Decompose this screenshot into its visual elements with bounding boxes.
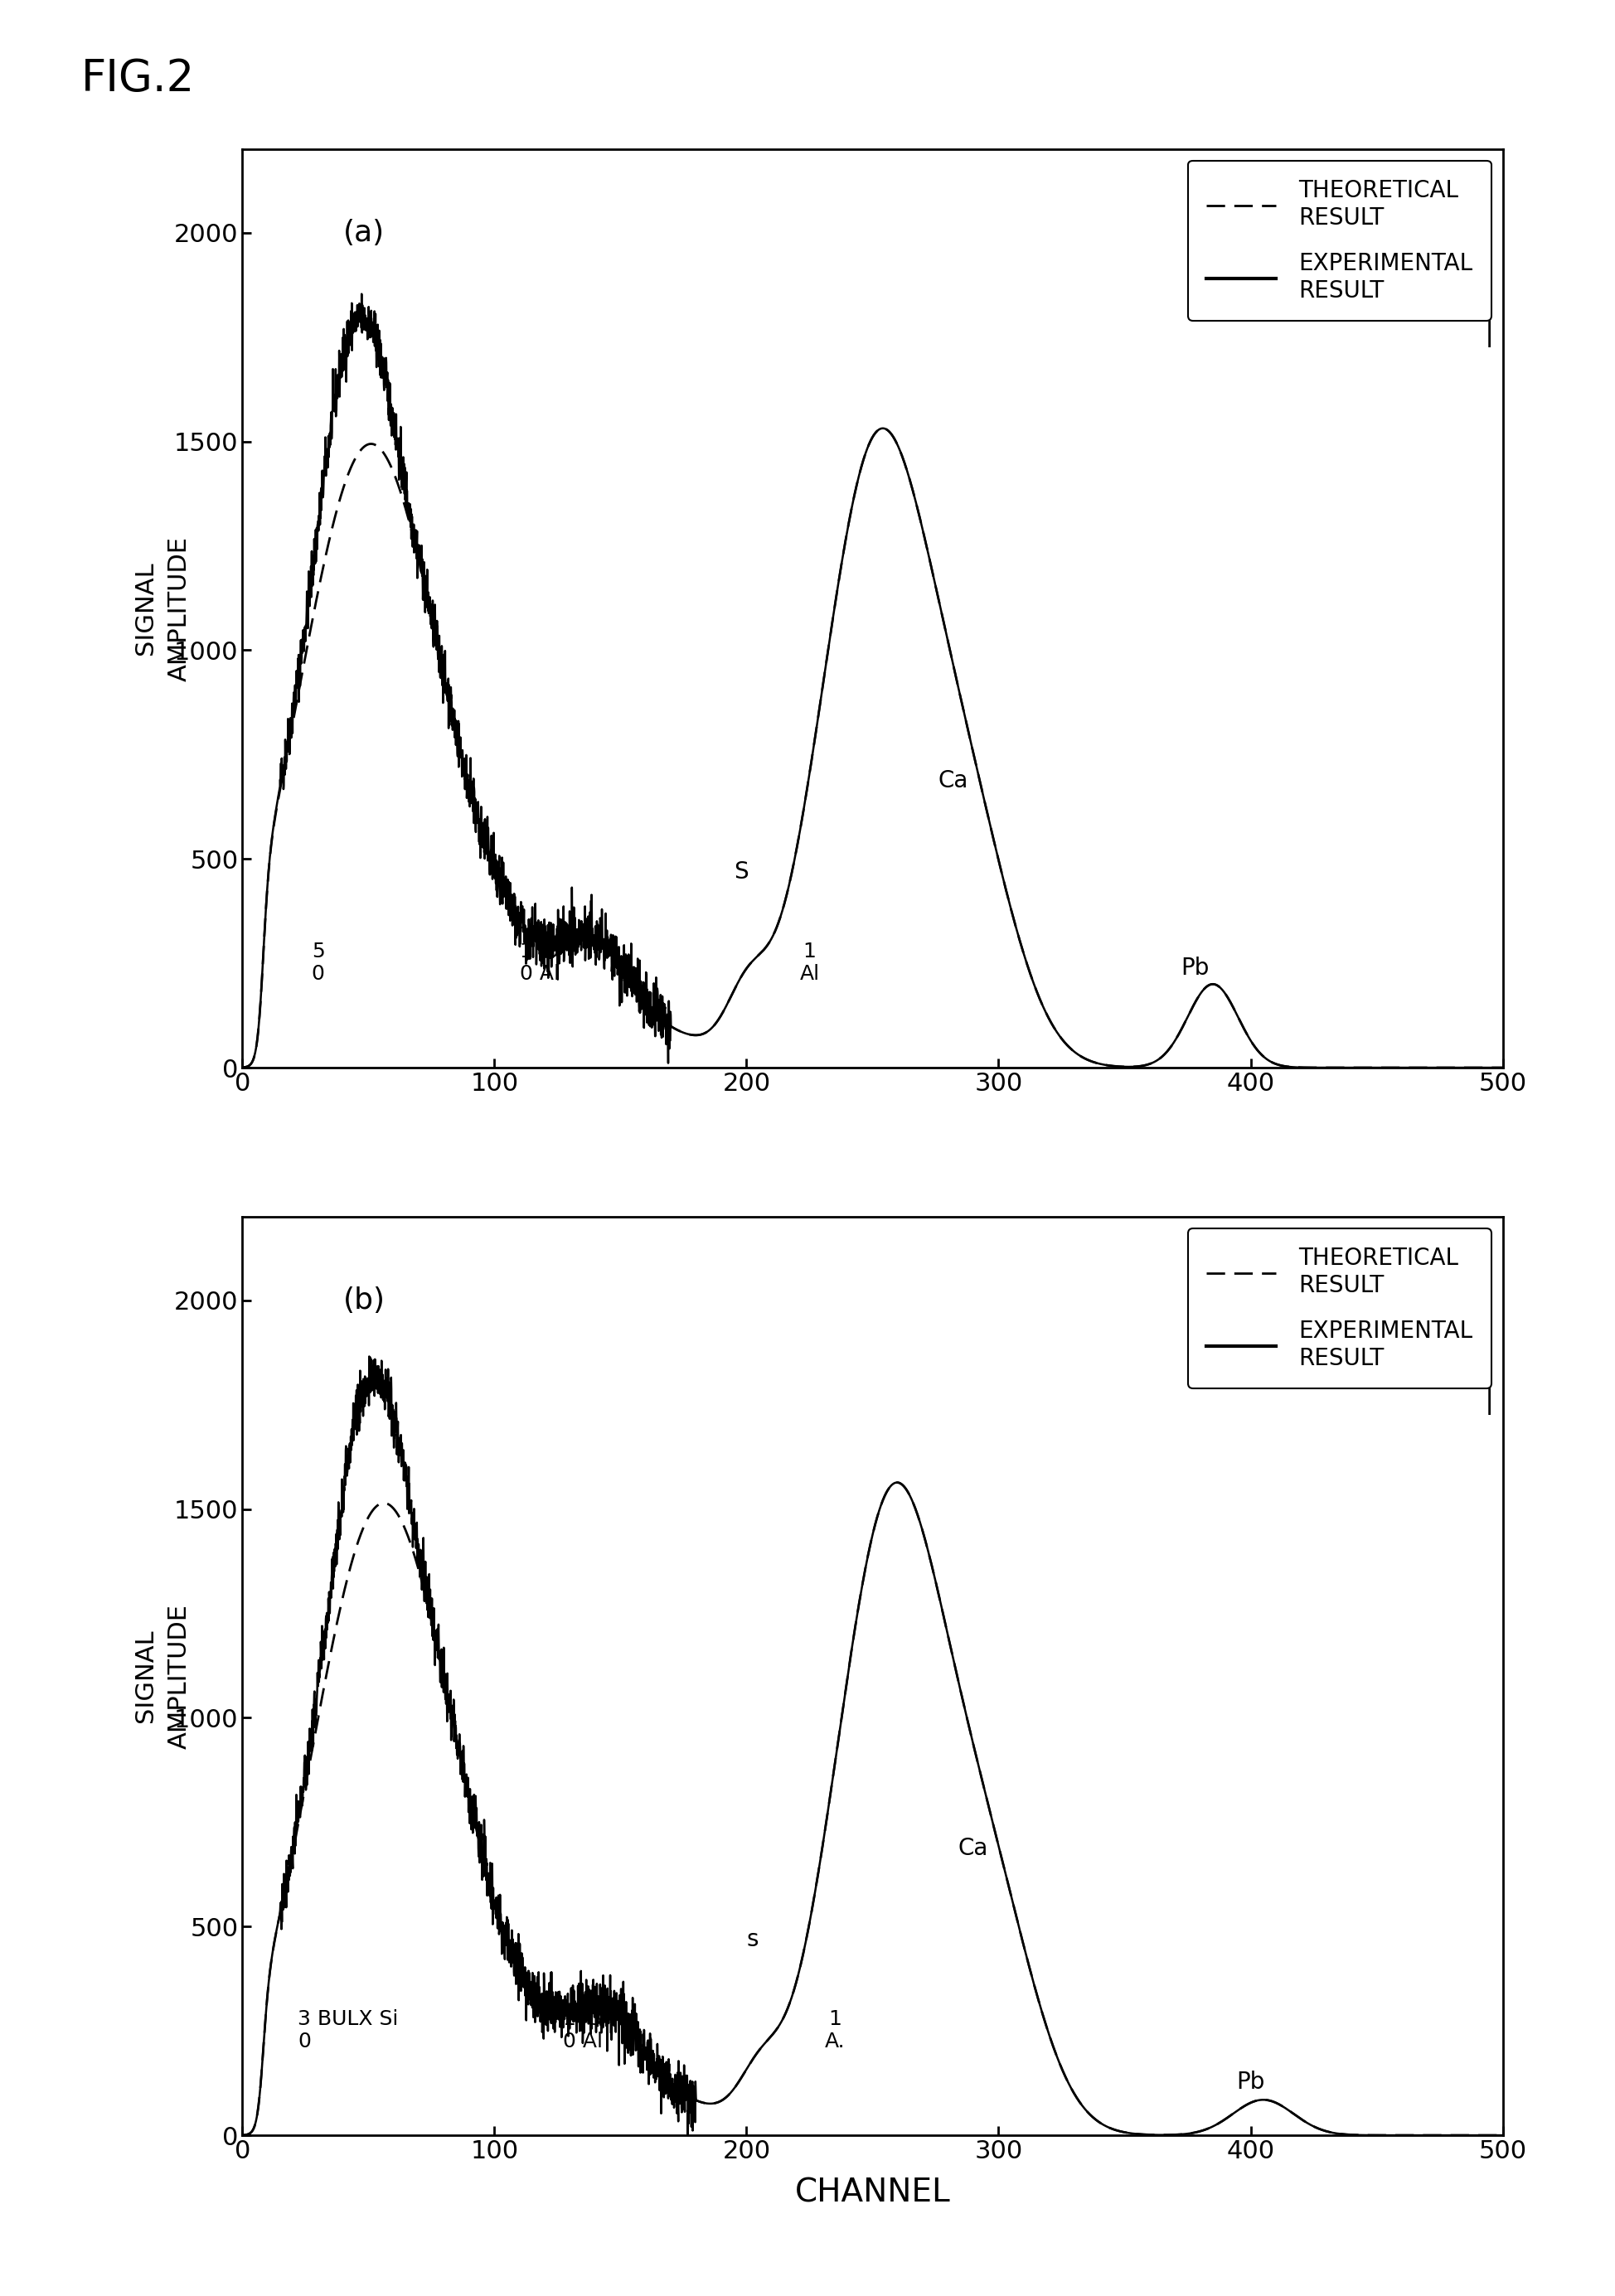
Legend: THEORETICAL
RESULT, EXPERIMENTAL
RESULT: THEORETICAL RESULT, EXPERIMENTAL RESULT — [1187, 161, 1491, 321]
Text: |: | — [1484, 1387, 1494, 1414]
X-axis label: CHANNEL: CHANNEL — [795, 2177, 950, 2209]
Text: (a): (a) — [342, 218, 384, 248]
Text: 1
Al: 1 Al — [799, 941, 819, 985]
Text: Pb: Pb — [1181, 957, 1208, 980]
Y-axis label: SIGNAL
AMPLITUDE: SIGNAL AMPLITUDE — [134, 1603, 191, 1750]
Text: |: | — [1484, 319, 1494, 347]
Text: S: S — [733, 861, 748, 884]
Text: Ca: Ca — [938, 769, 967, 792]
Text: Pb: Pb — [1235, 2071, 1265, 2094]
Text: (b): (b) — [342, 1286, 386, 1316]
Text: FIG.2: FIG.2 — [81, 57, 194, 101]
Y-axis label: SIGNAL
AMPLITUDE: SIGNAL AMPLITUDE — [134, 535, 191, 682]
Text: 5
0: 5 0 — [312, 941, 325, 985]
Text: s: s — [746, 1929, 757, 1952]
Text: Ca: Ca — [958, 1837, 988, 1860]
Legend: THEORETICAL
RESULT, EXPERIMENTAL
RESULT: THEORETICAL RESULT, EXPERIMENTAL RESULT — [1187, 1228, 1491, 1389]
Text: 1  3
0 Al: 1 3 0 Al — [562, 2009, 602, 2053]
Text: 1  5
0 Al: 1 5 0 Al — [520, 941, 559, 985]
Text: 1
A.: 1 A. — [824, 2009, 845, 2053]
Text: 3 BULX Si
0: 3 BULX Si 0 — [297, 2009, 399, 2053]
